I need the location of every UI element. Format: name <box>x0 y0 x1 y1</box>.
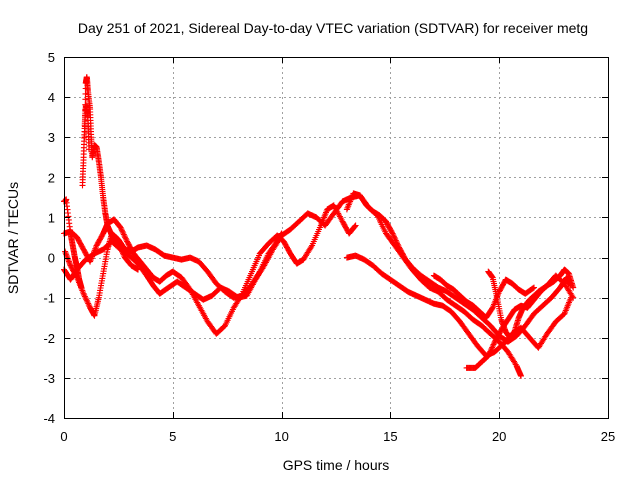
data-point <box>135 266 141 273</box>
y-tick-label: 3 <box>48 130 55 145</box>
data-point <box>85 301 92 308</box>
y-tick-label: 1 <box>48 210 55 225</box>
data-point <box>122 234 129 241</box>
data-point <box>485 352 492 359</box>
x-tick-label: 5 <box>169 429 176 444</box>
data-point <box>352 222 359 229</box>
y-tick-label: 5 <box>48 50 55 65</box>
data-point <box>391 234 398 241</box>
data-point <box>66 259 73 266</box>
data-point <box>116 241 123 248</box>
series-satellite-track-8 <box>79 102 92 189</box>
data-point <box>116 243 123 250</box>
data-point <box>84 299 91 306</box>
data-point <box>118 227 125 234</box>
data-point <box>118 247 125 254</box>
y-tick-label: -3 <box>43 371 55 386</box>
grid-lines <box>64 57 608 418</box>
data-point <box>119 228 126 235</box>
data-point <box>121 232 128 239</box>
x-tick-label: 25 <box>601 429 615 444</box>
data-point <box>489 305 495 312</box>
data-point <box>115 240 122 247</box>
y-axis-label: SDTVAR / TECUs <box>5 182 21 294</box>
data-point <box>82 96 89 103</box>
data-point <box>570 284 577 291</box>
data-point <box>390 233 397 240</box>
data-point <box>120 231 127 238</box>
data-point <box>489 343 496 349</box>
data-point <box>490 341 497 348</box>
data-point <box>80 290 87 297</box>
x-tick-label: 0 <box>60 429 67 444</box>
data-point <box>83 297 90 304</box>
y-axis-tick-labels: -4 -3 -2 -1 0 1 2 3 4 5 <box>43 50 55 426</box>
data-point <box>569 293 576 300</box>
y-tick-label: -4 <box>43 411 55 426</box>
data-point <box>85 300 92 307</box>
data-point <box>393 238 400 245</box>
data-point <box>120 250 126 257</box>
data-point <box>62 249 69 256</box>
data-point <box>118 225 125 232</box>
data-point <box>487 348 494 355</box>
data-point <box>570 294 577 301</box>
series-satellite-track-3 <box>61 192 524 379</box>
chart-title: Day 251 of 2021, Sidereal Day-to-day VTE… <box>78 20 588 36</box>
data-point <box>390 231 397 238</box>
y-tick-label: 0 <box>48 251 55 266</box>
axis-ticks <box>64 57 609 419</box>
data-point <box>395 243 402 250</box>
series-satellite-track-11 <box>485 268 577 341</box>
data-point <box>81 292 88 299</box>
data-point <box>351 223 358 230</box>
data-point <box>388 229 395 236</box>
y-tick-label: 4 <box>48 90 55 105</box>
y-tick-label: 2 <box>48 170 55 185</box>
data-point <box>530 285 537 292</box>
data-point <box>489 344 496 351</box>
data-point <box>117 244 124 251</box>
data-point <box>392 236 399 243</box>
data-point <box>117 224 124 231</box>
data-point <box>120 230 127 237</box>
data-point <box>392 237 399 244</box>
data-point <box>83 296 90 303</box>
plot-frame <box>64 57 609 419</box>
data-point <box>486 350 493 356</box>
x-axis-tick-labels: 0 5 10 15 20 25 <box>60 429 615 444</box>
data-points <box>61 74 577 379</box>
x-tick-label: 10 <box>274 429 288 444</box>
data-point <box>82 294 89 301</box>
data-point <box>394 241 401 248</box>
data-point <box>123 237 130 244</box>
x-tick-label: 15 <box>383 429 397 444</box>
data-point <box>394 240 401 247</box>
data-point <box>118 246 124 253</box>
x-axis-label: GPS time / hours <box>283 457 390 473</box>
x-tick-label: 20 <box>492 429 506 444</box>
data-point <box>78 284 85 291</box>
data-point <box>81 293 88 300</box>
data-point <box>491 340 498 347</box>
data-point <box>119 248 126 255</box>
series-satellite-track-9 <box>61 196 85 291</box>
data-point <box>518 372 524 379</box>
data-point <box>308 243 315 250</box>
data-point <box>488 345 495 352</box>
data-point <box>122 235 129 242</box>
data-point <box>389 230 396 237</box>
data-point <box>531 284 537 291</box>
data-point <box>86 146 92 153</box>
data-point <box>486 351 492 358</box>
data-point <box>487 347 494 354</box>
series-satellite-track-10 <box>430 272 537 321</box>
y-tick-label: -2 <box>43 331 55 346</box>
y-tick-label: -1 <box>43 291 55 306</box>
